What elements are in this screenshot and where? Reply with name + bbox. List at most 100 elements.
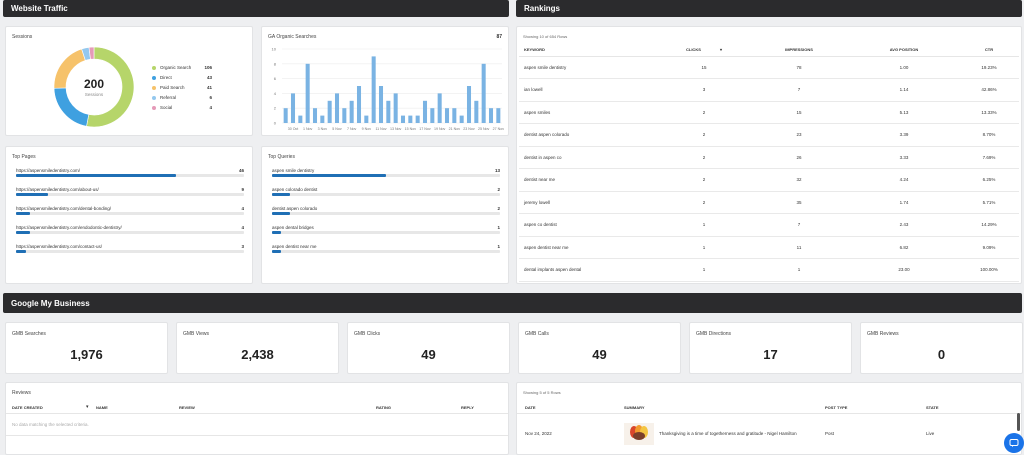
top-page-label[interactable]: https://aspensmiledentistry.com/endodont… — [16, 225, 122, 230]
top-query-label[interactable]: dentist aspen colorado — [272, 206, 318, 211]
posts-col-summary[interactable]: SUMMARY — [624, 405, 645, 410]
bar[interactable] — [334, 93, 340, 123]
rankings-row[interactable]: ian lowell 3 7 1.14 42.86% — [519, 78, 1019, 102]
bar[interactable] — [422, 100, 428, 123]
donut-slice[interactable] — [53, 87, 90, 127]
rankings-row[interactable]: dentist near me 2 32 4.24 6.25% — [519, 168, 1019, 192]
bar[interactable] — [305, 63, 310, 123]
top-query-label[interactable]: aspen dental bridges — [272, 225, 314, 230]
bar[interactable] — [400, 115, 406, 123]
bar[interactable] — [320, 115, 325, 123]
bar[interactable] — [356, 86, 362, 123]
bar[interactable] — [496, 108, 501, 123]
rankings-row[interactable]: dentist in aspen co 2 26 3.33 7.69% — [519, 146, 1019, 169]
bar[interactable] — [378, 86, 384, 123]
x-tick-label: 21 Nov — [449, 127, 461, 131]
bar[interactable] — [437, 93, 442, 123]
rankings-cell: 2 — [659, 191, 749, 214]
post-thumbnail[interactable] — [624, 423, 654, 445]
top-query-row[interactable]: aspen colorado dentist 2 — [272, 187, 500, 196]
bar[interactable] — [371, 56, 376, 123]
progress-fill — [16, 212, 30, 215]
rankings-cell: 5.71% — [959, 191, 1019, 214]
rankings-row[interactable]: dentist aspen colorado 2 23 3.39 8.70% — [519, 123, 1019, 147]
rankings-cell: 3.39 — [849, 123, 959, 147]
bar[interactable] — [386, 100, 391, 123]
rankings-row[interactable]: jeremy lowell 2 35 1.74 5.71% — [519, 191, 1019, 214]
bar[interactable] — [481, 63, 486, 123]
rankings-row[interactable]: aspen smiles 2 15 5.13 13.33% — [519, 101, 1019, 124]
bar[interactable] — [474, 100, 479, 123]
bar[interactable] — [459, 115, 464, 123]
rankings-cell: 13.33% — [959, 101, 1019, 124]
reviews-col-name[interactable]: NAME — [96, 405, 108, 410]
reviews-col-reply[interactable]: REPLY — [461, 405, 474, 410]
posts-col-state[interactable]: STATE — [926, 405, 939, 410]
bar[interactable] — [349, 100, 354, 123]
progress-track — [16, 174, 244, 177]
top-page-row[interactable]: https://aspensmiledentistry.com/dental-b… — [16, 206, 244, 215]
top-page-label[interactable]: https://aspensmiledentistry.com/about-us… — [16, 187, 99, 192]
rankings-row[interactable]: dental implants aspen dental 1 1 23.00 100.0… — [519, 258, 1019, 282]
sort-caret-icon[interactable]: ▾ — [86, 404, 89, 410]
top-query-label[interactable]: aspen colorado dentist — [272, 187, 318, 192]
donut-slice[interactable] — [53, 48, 86, 89]
scrollbar-thumb[interactable] — [1017, 413, 1020, 431]
sort-caret-icon[interactable]: ▾ — [718, 47, 722, 53]
bar[interactable] — [430, 108, 435, 123]
top-page-row[interactable]: https://aspensmiledentistry.com/contact-… — [16, 244, 244, 253]
top-query-row[interactable]: aspen smile dentistry 13 — [272, 168, 500, 177]
bar[interactable] — [364, 115, 369, 123]
bar[interactable] — [393, 93, 398, 123]
gmb-metric-card: GMB Clicks 49 — [347, 322, 510, 374]
rankings-col-header[interactable]: CLICKS ▾ — [659, 44, 749, 57]
bar[interactable] — [466, 86, 472, 123]
bar[interactable] — [342, 108, 347, 123]
bar[interactable] — [452, 108, 457, 123]
rankings-cell: 19.23% — [959, 56, 1019, 79]
sessions-total-label: Sessions — [85, 92, 104, 97]
top-page-label[interactable]: https://aspensmiledentistry.com/dental-b… — [16, 206, 111, 211]
top-page-label[interactable]: https://aspensmiledentistry.com/contact-… — [16, 244, 102, 249]
rankings-row[interactable]: aspen dentist near me 1 11 6.82 9.09% — [519, 236, 1019, 259]
gmb-metric-label: GMB Searches — [12, 331, 46, 337]
bar[interactable] — [290, 93, 296, 123]
rankings-col-header[interactable]: IMPRESSIONS — [749, 44, 849, 57]
bar[interactable] — [415, 115, 420, 123]
reviews-col-rating[interactable]: RATING — [376, 405, 392, 410]
top-query-row[interactable]: aspen dentist near me 1 — [272, 244, 500, 253]
top-page-row[interactable]: https://aspensmiledentistry.com/about-us… — [16, 187, 244, 196]
bar[interactable] — [298, 115, 303, 123]
gmb-metric-value: 49 — [592, 347, 607, 362]
rankings-cell: dentist near me — [519, 168, 659, 192]
posts-col-date[interactable]: DATE — [525, 405, 536, 410]
ga-organic-total: 87 — [496, 34, 502, 40]
top-query-label[interactable]: aspen smile dentistry — [272, 168, 315, 173]
rankings-col-header[interactable]: AVG POSITION — [849, 44, 959, 57]
top-query-label[interactable]: aspen dentist near me — [272, 244, 317, 249]
top-query-row[interactable]: dentist aspen colorado 2 — [272, 206, 500, 215]
bar[interactable] — [488, 108, 494, 123]
chat-bubble-icon — [1009, 439, 1019, 447]
top-page-row[interactable]: https://aspensmiledentistry.com/endodont… — [16, 225, 244, 234]
donut-slice[interactable] — [88, 46, 95, 60]
bar[interactable] — [444, 108, 450, 123]
rankings-col-header[interactable]: CTR — [959, 44, 1019, 57]
posts-col-type[interactable]: POST TYPE — [825, 405, 848, 410]
bar[interactable] — [283, 108, 288, 123]
top-page-label[interactable]: https://aspensmiledentistry.com/ — [16, 168, 80, 173]
x-tick-label: 19 Nov — [434, 127, 446, 131]
rankings-col-header[interactable]: KEYWORD — [519, 44, 659, 57]
rankings-row[interactable]: aspen smile dentistry 15 78 1.00 19.23% — [519, 56, 1019, 79]
top-pages-card: Top Pages https://aspensmiledentistry.co… — [5, 146, 253, 284]
gmb-metric-label: GMB Directions — [696, 331, 732, 337]
bar[interactable] — [327, 100, 332, 123]
bar[interactable] — [312, 108, 318, 123]
chat-button[interactable] — [1004, 433, 1024, 453]
top-page-row[interactable]: https://aspensmiledentistry.com/46 — [16, 168, 244, 177]
bar[interactable] — [408, 115, 413, 123]
reviews-col-date[interactable]: DATE CREATED — [12, 405, 43, 410]
reviews-col-review[interactable]: REVIEW — [179, 405, 195, 410]
rankings-row[interactable]: aspen co dentist 1 7 2.43 14.29% — [519, 213, 1019, 237]
top-query-row[interactable]: aspen dental bridges 1 — [272, 225, 500, 234]
